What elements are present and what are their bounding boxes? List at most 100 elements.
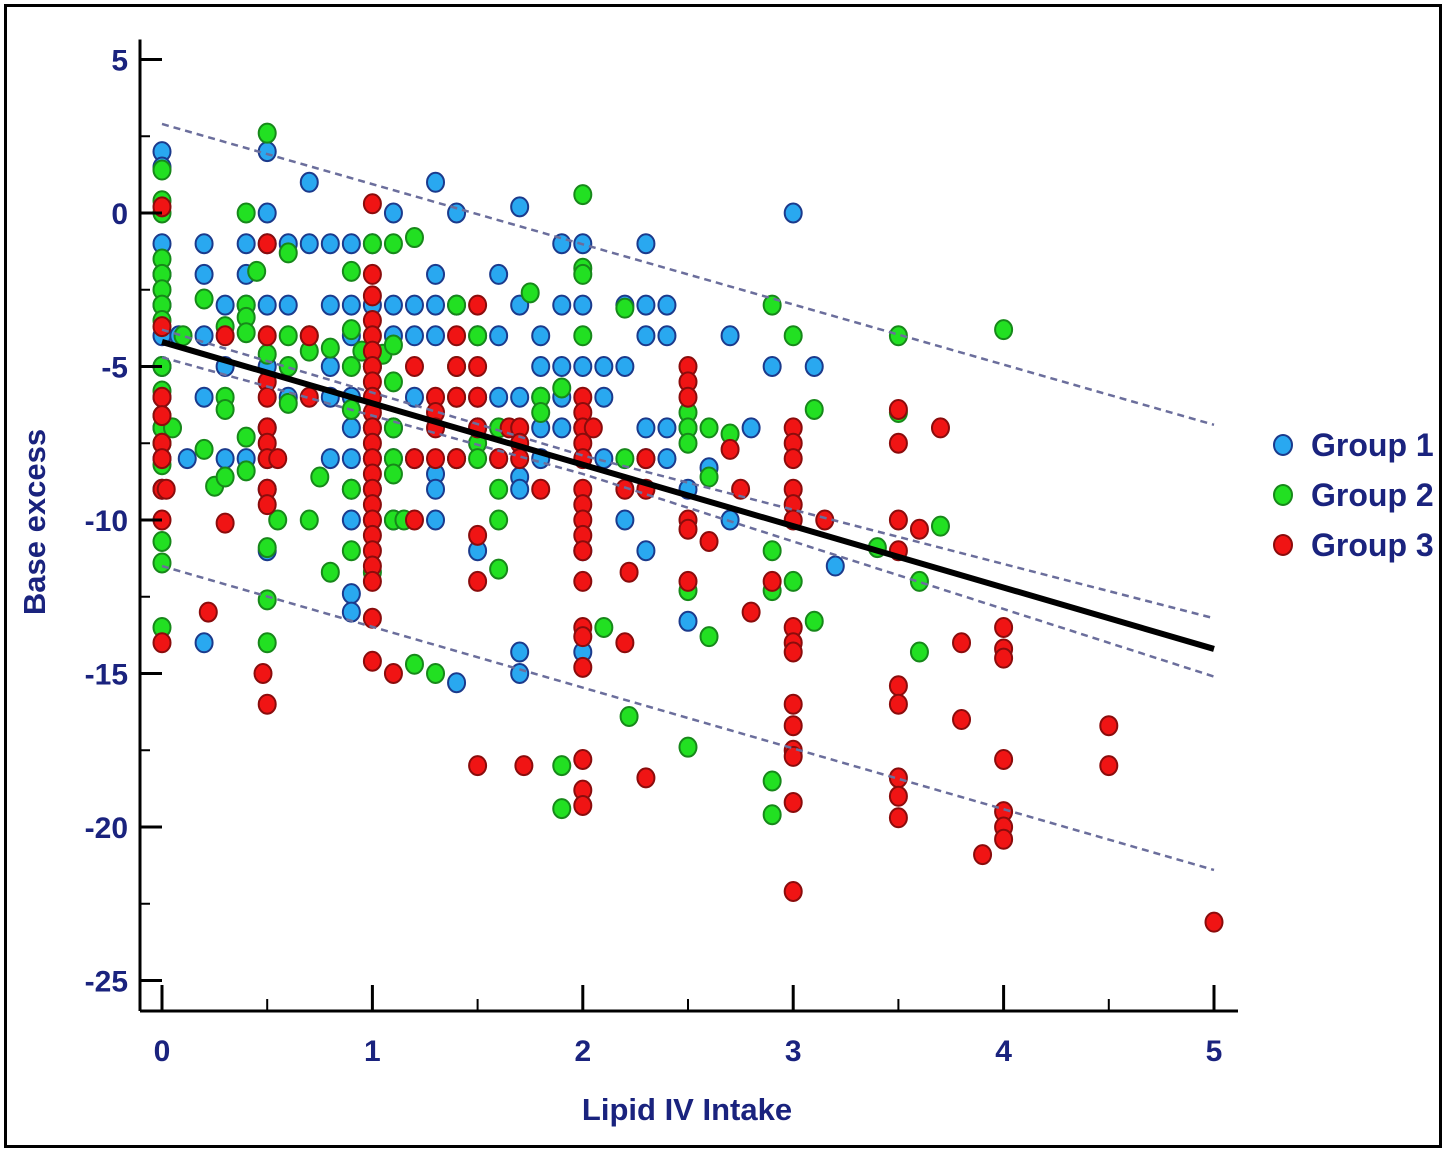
data-point xyxy=(383,294,403,316)
data-point xyxy=(468,356,488,377)
prediction-band-lower xyxy=(161,564,1215,872)
series-2 xyxy=(152,122,1014,826)
data-point xyxy=(552,417,572,439)
data-point xyxy=(909,518,929,540)
data-point xyxy=(194,632,214,654)
data-point xyxy=(320,233,340,255)
legend: Group 1 Group 2 Group 3 xyxy=(1273,427,1434,563)
data-point xyxy=(636,294,656,316)
data-point xyxy=(404,294,424,316)
data-point xyxy=(362,607,382,629)
data-point xyxy=(510,641,530,663)
data-point xyxy=(615,448,635,470)
data-point xyxy=(278,392,298,414)
data-point xyxy=(362,285,382,307)
data-point xyxy=(594,386,614,408)
data-point xyxy=(257,325,277,347)
legend-marker xyxy=(1273,534,1293,556)
data-point xyxy=(573,540,593,562)
data-point xyxy=(552,755,572,777)
data-point xyxy=(404,448,424,470)
data-point xyxy=(930,515,950,537)
data-point xyxy=(615,478,635,500)
data-point xyxy=(468,755,488,777)
data-point xyxy=(152,552,172,574)
data-point xyxy=(236,426,256,448)
data-point xyxy=(636,233,656,255)
data-point xyxy=(257,141,277,163)
data-point xyxy=(573,263,593,285)
data-point xyxy=(152,386,172,408)
data-point xyxy=(468,524,488,546)
legend-label: Group 1 xyxy=(1311,427,1434,463)
data-point xyxy=(573,570,593,592)
legend-item: Group 2 xyxy=(1273,477,1434,513)
data-point xyxy=(783,570,803,592)
data-point xyxy=(468,448,488,470)
data-point xyxy=(194,438,214,460)
data-point xyxy=(994,828,1014,850)
data-point xyxy=(447,386,467,408)
data-point xyxy=(994,616,1014,638)
data-point xyxy=(152,632,172,654)
data-point xyxy=(573,184,593,206)
data-point xyxy=(299,171,319,193)
data-point xyxy=(552,377,572,399)
data-point xyxy=(678,518,698,540)
data-point xyxy=(699,466,719,488)
legend-item: Group 1 xyxy=(1273,427,1434,463)
data-point xyxy=(678,736,698,758)
data-point xyxy=(257,693,277,715)
data-point xyxy=(341,294,361,316)
y-tick-label: 0 xyxy=(111,198,128,231)
data-point xyxy=(573,626,593,648)
data-point xyxy=(619,561,639,583)
data-point xyxy=(783,693,803,715)
data-point xyxy=(783,448,803,470)
data-point xyxy=(278,325,298,347)
data-point xyxy=(678,610,698,632)
data-point xyxy=(426,263,446,285)
data-point xyxy=(156,478,176,500)
data-point xyxy=(514,755,534,777)
y-axis-title: Base excess xyxy=(17,429,52,615)
data-point xyxy=(341,319,361,341)
data-point xyxy=(426,663,446,684)
data-point xyxy=(383,663,403,684)
data-point xyxy=(236,202,256,224)
data-point xyxy=(268,448,288,470)
data-point xyxy=(341,478,361,500)
data-point xyxy=(678,570,698,592)
data-point xyxy=(552,798,572,820)
data-point xyxy=(426,325,446,347)
series-3 xyxy=(152,193,1224,933)
data-point xyxy=(320,356,340,377)
data-point xyxy=(583,417,603,439)
legend-marker xyxy=(1273,484,1293,506)
data-point xyxy=(341,509,361,531)
data-point xyxy=(341,260,361,282)
data-point xyxy=(299,509,319,531)
data-point xyxy=(994,748,1014,770)
data-point xyxy=(362,233,382,255)
data-point xyxy=(404,227,424,249)
data-point xyxy=(215,398,235,420)
data-point xyxy=(468,325,488,347)
data-point xyxy=(383,463,403,485)
data-point xyxy=(468,294,488,316)
data-point xyxy=(699,626,719,648)
data-point xyxy=(741,417,761,439)
data-point xyxy=(426,478,446,500)
data-point xyxy=(973,844,993,866)
data-point xyxy=(257,632,277,654)
data-point xyxy=(257,386,277,408)
data-point xyxy=(236,233,256,255)
data-point xyxy=(320,448,340,470)
data-point xyxy=(888,693,908,715)
data-point xyxy=(194,386,214,408)
data-point xyxy=(636,767,656,789)
data-point xyxy=(489,263,509,285)
data-point xyxy=(762,570,782,592)
data-point xyxy=(215,294,235,316)
legend-label: Group 3 xyxy=(1311,527,1434,563)
